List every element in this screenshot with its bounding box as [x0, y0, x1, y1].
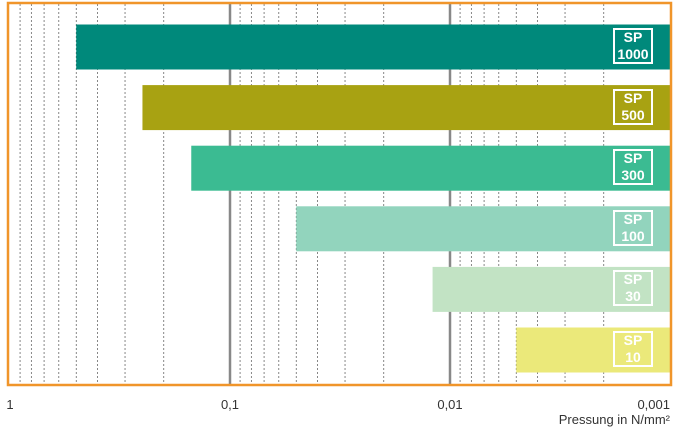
series-label: SP 500 [613, 88, 653, 125]
plot-frame [6, 1, 673, 387]
label-box: SP 30 [613, 270, 653, 307]
series-label: SP 100 [613, 209, 653, 246]
bar [191, 145, 670, 191]
series-label: SP 1000 [613, 28, 653, 64]
x-tick-label: 1 [6, 397, 13, 412]
x-tick-label: 0,01 [437, 397, 462, 412]
label-box: SP 300 [613, 149, 653, 186]
series-label: SP 300 [613, 149, 653, 186]
x-tick-label: 0,001 [637, 397, 670, 412]
label-box: SP 1000 [613, 28, 653, 64]
label-box: SP 10 [613, 331, 653, 367]
x-axis-label: Pressung in N/mm² [559, 412, 671, 427]
label-box: SP 500 [613, 88, 653, 125]
bar [76, 24, 670, 70]
bar [142, 85, 671, 131]
series-label: SP 30 [613, 270, 653, 307]
series-label: SP 10 [613, 331, 653, 367]
label-box: SP 100 [613, 209, 653, 246]
x-tick-label: 0,1 [221, 397, 239, 412]
bar [296, 206, 670, 252]
